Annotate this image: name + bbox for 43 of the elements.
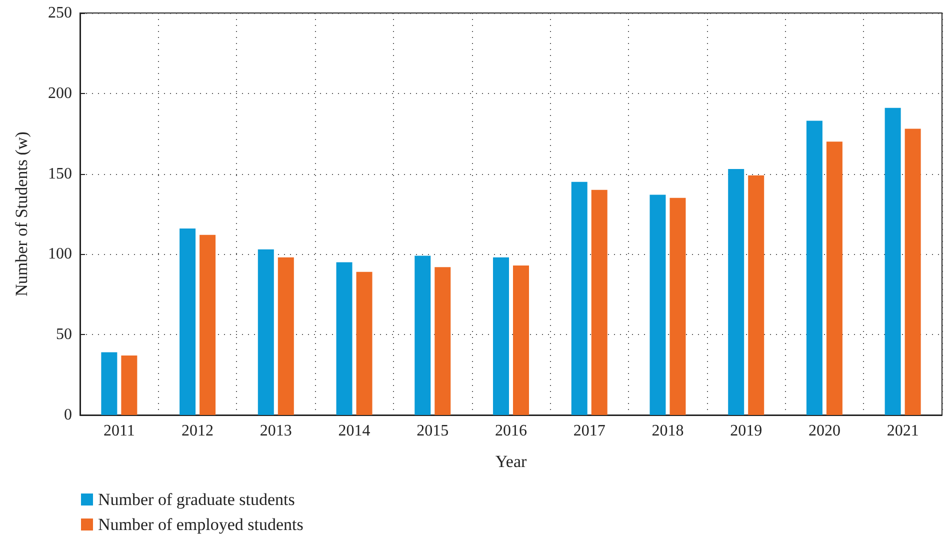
x-tick-label: 2011 — [103, 422, 135, 440]
x-tick-label: 2016 — [495, 422, 527, 440]
x-tick-label: 2013 — [260, 422, 292, 440]
bar — [826, 142, 842, 415]
bar — [670, 198, 686, 415]
x-tick-label: 2019 — [730, 422, 762, 440]
bar — [258, 249, 274, 415]
bar — [180, 228, 196, 415]
y-tick-label: 200 — [48, 84, 72, 102]
bar — [904, 128, 921, 415]
x-tick-label: 2012 — [182, 422, 214, 440]
x-tick-label: 2020 — [808, 422, 840, 440]
x-tick-label: 2014 — [338, 422, 370, 440]
bar — [591, 190, 608, 415]
y-tick-label: 250 — [48, 4, 72, 22]
bar — [278, 257, 294, 415]
y-tick-label: 50 — [56, 326, 72, 344]
y-tick-label: 100 — [48, 246, 72, 263]
x-tick-label: 2017 — [573, 422, 606, 440]
bar — [121, 356, 138, 415]
bar — [493, 257, 509, 415]
legend-label: Number of employed students — [98, 515, 304, 534]
bar — [806, 120, 822, 415]
bar — [434, 267, 451, 415]
bar — [728, 168, 744, 415]
bar — [336, 262, 352, 415]
y-tick-label: 150 — [48, 165, 72, 182]
legend-label: Number of graduate students — [98, 490, 295, 509]
x-axis-title: Year — [495, 452, 527, 471]
bar — [884, 108, 901, 415]
x-tick-label: 2018 — [652, 422, 684, 440]
bar — [650, 194, 666, 415]
x-tick-label: 2021 — [886, 422, 919, 440]
bar — [200, 234, 216, 415]
bar — [356, 272, 372, 415]
y-axis-title: Number of Students (w) — [12, 132, 31, 296]
x-tick-label: 2015 — [416, 422, 449, 440]
y-tick-label: 0 — [64, 406, 72, 424]
bar — [748, 175, 764, 415]
bar — [414, 256, 431, 415]
bar — [513, 265, 529, 415]
bar — [101, 352, 118, 415]
bar — [571, 182, 588, 415]
